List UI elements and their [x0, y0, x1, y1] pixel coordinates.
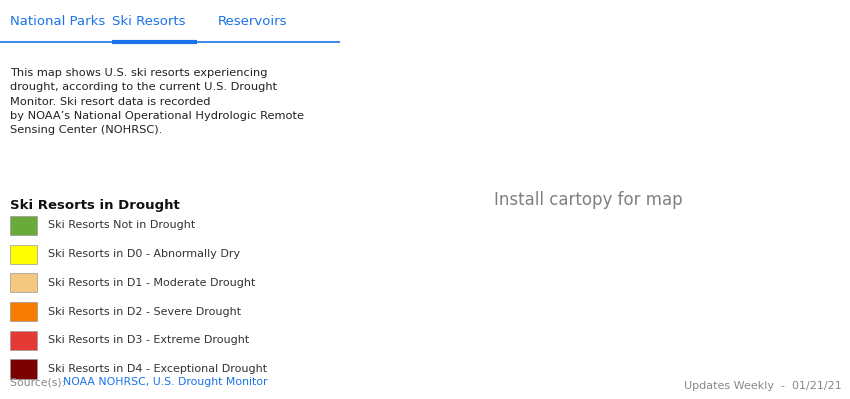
Text: Ski Resorts in D2 - Severe Drought: Ski Resorts in D2 - Severe Drought	[48, 306, 241, 317]
Text: National Parks: National Parks	[10, 16, 105, 28]
Text: Source(s):: Source(s):	[10, 377, 69, 387]
Text: Ski Resorts in D0 - Abnormally Dry: Ski Resorts in D0 - Abnormally Dry	[48, 249, 240, 259]
Text: Ski Resorts in Drought: Ski Resorts in Drought	[10, 200, 180, 213]
Text: Ski Resorts: Ski Resorts	[112, 16, 185, 28]
Text: Ski Resorts in D4 - Exceptional Drought: Ski Resorts in D4 - Exceptional Drought	[48, 364, 267, 374]
Text: NOAA NOHRSC, U.S. Drought Monitor: NOAA NOHRSC, U.S. Drought Monitor	[63, 377, 268, 387]
Bar	[10, 216, 37, 235]
Bar	[10, 302, 37, 321]
Text: Updates Weekly  -  01/21/21: Updates Weekly - 01/21/21	[683, 381, 842, 391]
Text: Ski Resorts Not in Drought: Ski Resorts Not in Drought	[48, 220, 195, 231]
Bar	[10, 331, 37, 350]
Bar	[10, 245, 37, 264]
Text: Ski Resorts in D1 - Moderate Drought: Ski Resorts in D1 - Moderate Drought	[48, 278, 255, 288]
Text: This map shows U.S. ski resorts experiencing
drought, according to the current U: This map shows U.S. ski resorts experien…	[10, 68, 304, 135]
Text: Reservoirs: Reservoirs	[218, 16, 287, 28]
Text: Install cartopy for map: Install cartopy for map	[495, 190, 683, 209]
Text: Ski Resorts in D3 - Extreme Drought: Ski Resorts in D3 - Extreme Drought	[48, 335, 249, 346]
Bar	[10, 359, 37, 379]
Bar	[10, 273, 37, 292]
